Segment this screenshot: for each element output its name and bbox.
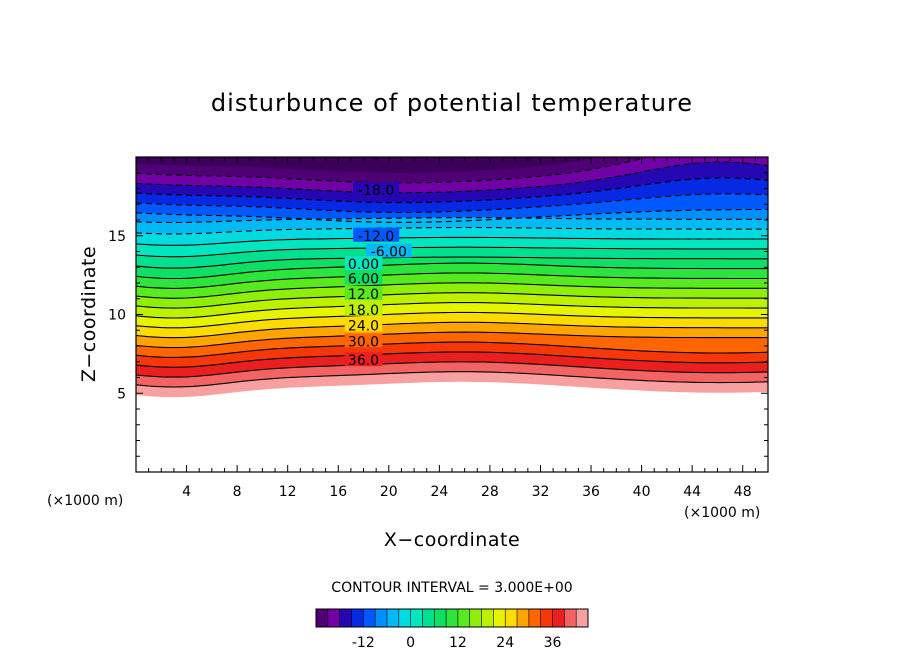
contour-label-bg bbox=[344, 286, 383, 301]
contour-label: -18.0 bbox=[358, 183, 394, 199]
colorbar-swatch bbox=[552, 609, 565, 627]
contour-label-layer: -18.0-12.0-6.000.006.0012.018.024.030.03… bbox=[344, 182, 412, 369]
contour-label-bg bbox=[344, 256, 383, 271]
contour-line bbox=[136, 208, 768, 223]
contour-label: -12.0 bbox=[358, 229, 394, 245]
colorbar-tick-label: 0 bbox=[406, 635, 415, 651]
colorbar-swatch bbox=[505, 609, 518, 627]
contour-label: 18.0 bbox=[348, 303, 379, 319]
contour-line bbox=[136, 282, 768, 299]
contour-line-layer bbox=[136, 157, 768, 388]
contour-band bbox=[136, 157, 598, 173]
contour-line bbox=[136, 262, 768, 280]
contour-label: 24.0 bbox=[348, 319, 379, 335]
colorbar-swatch bbox=[576, 609, 589, 627]
colorbar-swatch bbox=[528, 609, 542, 627]
contour-line bbox=[136, 272, 768, 289]
contour-label-bg bbox=[344, 301, 383, 316]
contour-label: 36.0 bbox=[348, 353, 379, 369]
colorbar-swatch bbox=[386, 609, 400, 627]
colorbar-swatch bbox=[493, 609, 506, 627]
colorbar-swatch bbox=[375, 609, 388, 627]
contour-label: 6.00 bbox=[348, 271, 379, 287]
colorbar-swatch bbox=[339, 609, 352, 627]
y-tick-label: 10 bbox=[108, 308, 126, 324]
x-tick-label: 8 bbox=[233, 484, 242, 500]
x-tick-label: 16 bbox=[329, 484, 347, 500]
contour-label: 12.0 bbox=[348, 287, 379, 303]
contour-label-bg bbox=[365, 243, 412, 258]
contour-line bbox=[136, 351, 768, 368]
colorbar-swatch bbox=[351, 609, 364, 627]
chart-title: disturbunce of potential temperature bbox=[211, 89, 693, 117]
colorbar-swatch bbox=[363, 609, 376, 627]
colorbar-tick-label: 24 bbox=[496, 635, 514, 651]
x-tick-label: 4 bbox=[182, 484, 191, 500]
contour-label-bg bbox=[344, 352, 383, 367]
colorbar-frame bbox=[315, 608, 589, 628]
x-tick-label: 44 bbox=[683, 484, 701, 500]
x-tick-label: 48 bbox=[734, 484, 752, 500]
x-tick-label: 40 bbox=[633, 484, 651, 500]
x-axis-ticks: 4 8 12 16 20 24 28 32 36 40 44 48 bbox=[148, 157, 756, 500]
y-tick-label: 5 bbox=[117, 386, 126, 402]
colorbar-tick-labels: -12 0 12 24 36 bbox=[352, 635, 562, 651]
colorbar-swatch bbox=[469, 609, 482, 627]
colorbar-swatch bbox=[517, 609, 530, 627]
colorbar bbox=[316, 609, 589, 627]
contour-line bbox=[136, 256, 768, 269]
contour-line bbox=[136, 331, 768, 349]
contour-line bbox=[136, 302, 768, 319]
contour-line bbox=[136, 177, 768, 204]
x-axis-title: X−coordinate bbox=[384, 529, 520, 551]
colorbar-tick-label: -12 bbox=[352, 635, 375, 651]
contour-label-bg bbox=[353, 182, 400, 197]
contour-line bbox=[136, 246, 768, 258]
contour-line bbox=[136, 361, 768, 378]
x-tick-label: 12 bbox=[279, 484, 297, 500]
contour-interval-label: CONTOUR INTERVAL = 3.000E+00 bbox=[331, 580, 572, 596]
colorbar-swatch bbox=[540, 609, 553, 627]
contour-line bbox=[136, 292, 768, 309]
contour-line bbox=[136, 371, 768, 388]
y-axis-unit: (×1000 m) bbox=[47, 493, 123, 509]
colorbar-swatch bbox=[446, 609, 459, 627]
colorbar-tick-label: 12 bbox=[449, 635, 467, 651]
colorbar-swatch bbox=[422, 609, 435, 627]
x-tick-label: 32 bbox=[532, 484, 550, 500]
colorbar-swatch bbox=[327, 609, 341, 627]
x-tick-label: 36 bbox=[582, 484, 600, 500]
contour-label-bg bbox=[344, 333, 383, 348]
colorbar-swatch bbox=[410, 609, 423, 627]
x-axis-unit: (×1000 m) bbox=[684, 505, 760, 521]
contour-line bbox=[136, 161, 768, 194]
x-tick-label: 24 bbox=[430, 484, 448, 500]
contour-label: 0.00 bbox=[348, 257, 379, 273]
colorbar-swatch bbox=[316, 609, 329, 627]
contour-line bbox=[136, 236, 768, 246]
y-axis-title: Z−coordinate bbox=[78, 246, 100, 382]
colorbar-swatch bbox=[481, 609, 494, 627]
y-tick-label: 15 bbox=[108, 229, 126, 245]
colorbar-tick-label: 36 bbox=[544, 635, 562, 651]
colorbar-swatch bbox=[564, 609, 577, 627]
x-tick-label: 20 bbox=[380, 484, 398, 500]
colorbar-swatch bbox=[434, 609, 447, 627]
colorbar-swatch bbox=[457, 609, 471, 627]
contour-line bbox=[136, 341, 768, 358]
contour-line bbox=[136, 321, 768, 339]
contour-label-bg bbox=[344, 317, 383, 332]
x-tick-label: 28 bbox=[481, 484, 499, 500]
y-axis-ticks: 5 10 15 bbox=[108, 172, 768, 457]
contour-line bbox=[136, 217, 768, 224]
contour-line bbox=[136, 226, 768, 235]
colorbar-swatch bbox=[398, 609, 412, 627]
contour-line bbox=[136, 311, 768, 329]
contour-line bbox=[136, 157, 651, 184]
contour-label-bg bbox=[344, 270, 383, 285]
contour-line bbox=[136, 193, 768, 214]
contour-label-bg bbox=[353, 227, 400, 242]
contour-label: 30.0 bbox=[348, 334, 379, 350]
